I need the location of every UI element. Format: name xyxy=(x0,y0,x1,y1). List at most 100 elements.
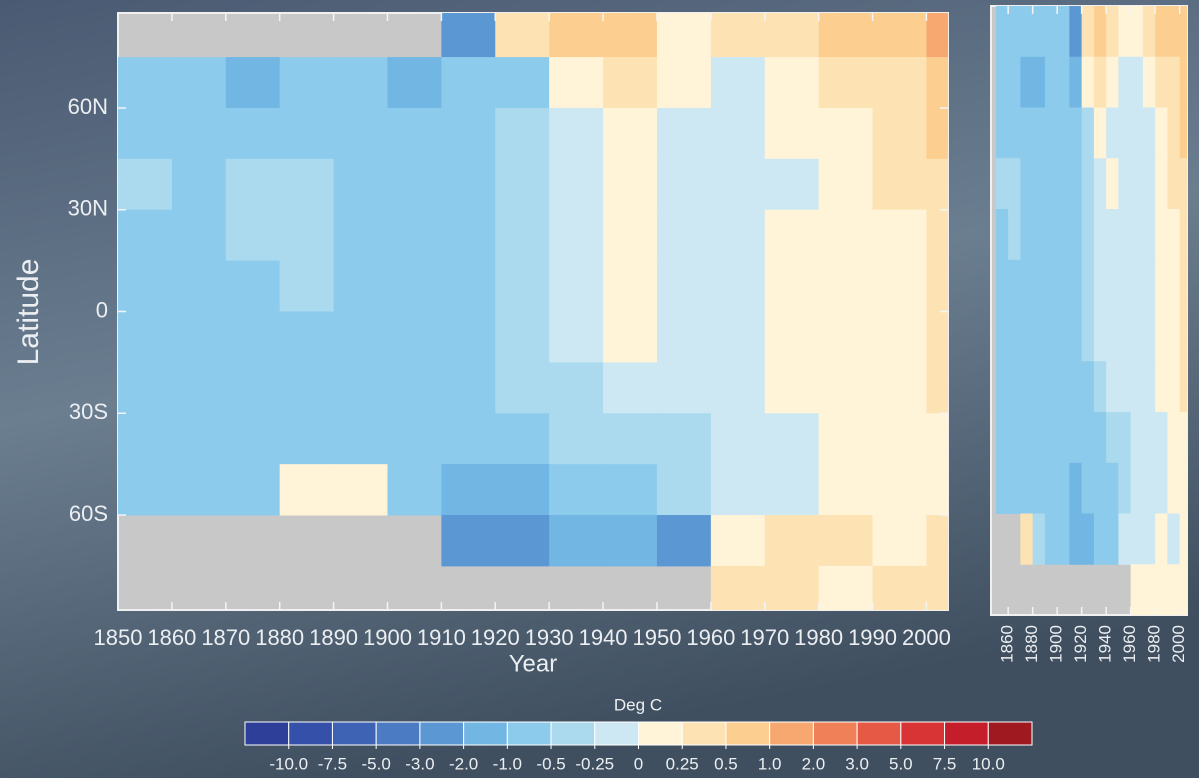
heat-cell xyxy=(1008,259,1021,311)
heat-cell xyxy=(764,260,820,312)
colorbar-swatch xyxy=(375,721,421,746)
heat-cell xyxy=(1106,209,1119,261)
heat-cell xyxy=(1142,310,1156,362)
colorbar-tick-label: 3.0 xyxy=(845,754,869,773)
y-axis-label: Latitude xyxy=(12,259,45,366)
heat-cell xyxy=(603,158,658,211)
heat-cell xyxy=(764,209,820,262)
heat-cell xyxy=(818,464,874,516)
heat-cell xyxy=(1057,310,1070,362)
colorbar-tick-label: 1.0 xyxy=(758,754,782,773)
heat-cell xyxy=(1044,56,1058,108)
heat-cell xyxy=(872,362,927,414)
heat-cell xyxy=(1081,310,1095,362)
heat-cell xyxy=(1106,56,1119,108)
heat-cell xyxy=(441,362,496,414)
heat-cell xyxy=(549,515,604,567)
heat-cell xyxy=(1057,209,1070,261)
colorbar-tick-label: 5.0 xyxy=(889,754,913,773)
colorbar-tick-label: 0.5 xyxy=(714,754,738,773)
heat-cell xyxy=(1032,209,1046,261)
heat-cell xyxy=(1142,564,1156,615)
heat-cell xyxy=(1069,462,1083,514)
colorbar-swatch xyxy=(331,721,377,746)
heat-cell xyxy=(441,209,496,262)
heat-cell xyxy=(441,464,496,516)
heat-cell xyxy=(549,158,604,211)
heat-cell xyxy=(1118,310,1132,362)
heat-cell xyxy=(995,56,1009,108)
heat-cell xyxy=(872,13,927,58)
heat-cell xyxy=(1069,259,1083,311)
heat-cell xyxy=(710,311,766,363)
heat-cell xyxy=(764,362,820,414)
heat-cell xyxy=(495,158,550,211)
heat-cell xyxy=(1081,462,1095,514)
heat-cell xyxy=(1130,310,1144,362)
heat-cell xyxy=(1057,158,1070,210)
x-tick-label: 1940 xyxy=(1096,625,1115,663)
heat-cell xyxy=(764,311,820,363)
colorbar-tick-label: 0.25 xyxy=(666,754,699,773)
heat-cell xyxy=(1155,56,1168,108)
heat-cell xyxy=(1020,310,1034,362)
heat-cell xyxy=(1167,6,1181,58)
colorbar-tick-label: -3.0 xyxy=(405,754,434,773)
heat-cell xyxy=(995,412,1009,464)
heat-cell xyxy=(1057,513,1070,565)
heat-cell xyxy=(926,107,948,160)
colorbar-tick-label: 2.0 xyxy=(802,754,826,773)
heat-cell xyxy=(1057,56,1070,108)
heat-cell xyxy=(549,362,604,414)
heat-cell xyxy=(764,565,820,610)
heat-cell xyxy=(1008,56,1021,108)
colorbar-swatch xyxy=(550,721,596,746)
heat-cell xyxy=(1118,209,1132,261)
colorbar-tick-label: -10.0 xyxy=(269,754,308,773)
heat-cell xyxy=(656,158,712,211)
heat-cell xyxy=(1044,412,1058,464)
colorbar-tick-label: 10.0 xyxy=(972,754,1005,773)
heat-cell xyxy=(1118,259,1132,311)
heat-cell xyxy=(333,362,388,414)
colorbar-tick-label: -2.0 xyxy=(449,754,478,773)
heat-cell xyxy=(387,57,442,109)
heat-cell xyxy=(872,413,927,465)
heat-cell xyxy=(656,57,712,109)
heat-cell xyxy=(441,515,496,567)
heat-cell xyxy=(171,260,227,312)
heat-cell xyxy=(1057,6,1070,58)
heat-cell xyxy=(818,515,874,567)
heat-cell xyxy=(1142,412,1156,464)
heat-cell xyxy=(1032,56,1046,108)
heat-cell xyxy=(1044,462,1058,514)
heat-cell xyxy=(710,515,766,567)
heat-cell xyxy=(1032,462,1046,514)
heat-cell xyxy=(495,13,550,58)
heat-cell xyxy=(279,158,335,211)
y-tick-label: 0 xyxy=(96,297,108,322)
heat-cell xyxy=(1020,107,1034,159)
heat-cell xyxy=(1069,513,1083,565)
heat-cell xyxy=(387,158,442,211)
heat-cell xyxy=(764,158,820,211)
colorbar-swatch xyxy=(419,721,465,746)
heat-cell xyxy=(1118,513,1132,565)
heat-cell xyxy=(1020,56,1034,108)
heat-cell xyxy=(818,413,874,465)
heat-cell xyxy=(279,107,335,160)
heat-cell xyxy=(818,107,874,160)
heat-cell xyxy=(872,158,927,211)
heat-cell xyxy=(1032,513,1046,565)
heat-cell xyxy=(1118,107,1132,159)
heat-cell xyxy=(1057,259,1070,311)
heat-cell xyxy=(225,107,281,160)
heat-cell xyxy=(1130,56,1144,108)
x-tick-label: 1940 xyxy=(579,625,628,650)
heat-cell xyxy=(118,413,173,465)
heat-cell xyxy=(1081,158,1095,210)
heat-cell xyxy=(1167,209,1181,261)
x-tick-label: 1920 xyxy=(1071,625,1090,663)
heat-cell xyxy=(1179,158,1187,210)
x-tick-label: 1960 xyxy=(686,625,735,650)
